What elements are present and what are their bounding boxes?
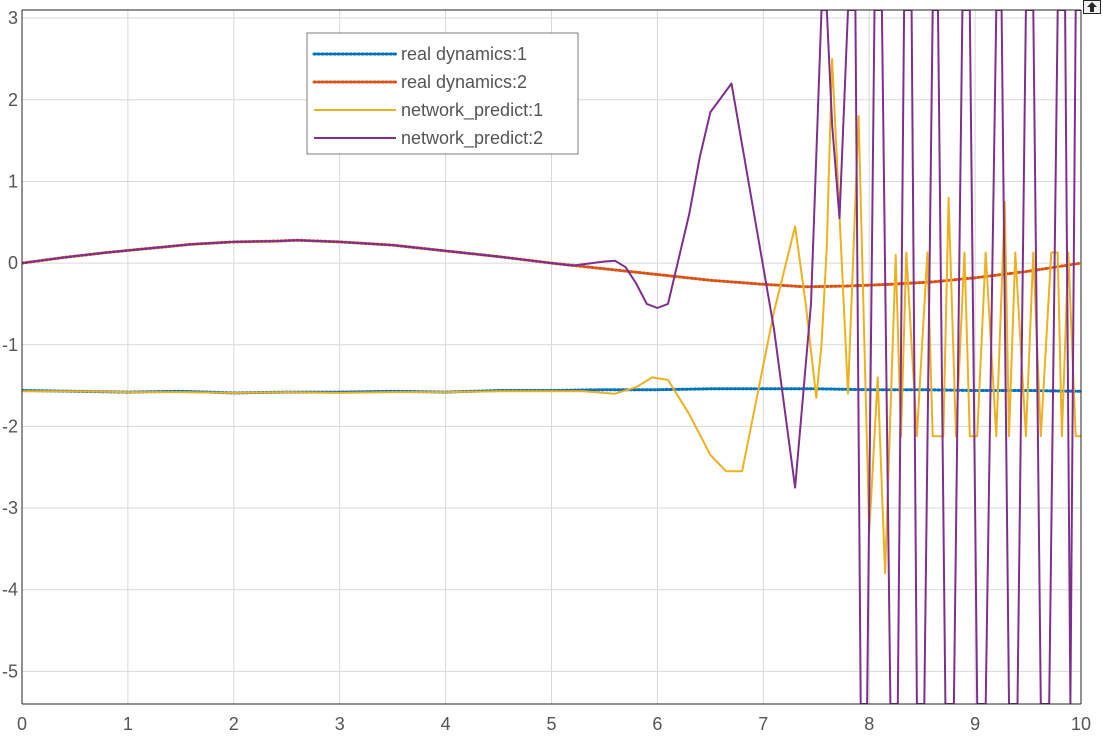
restore-view-icon [1083, 0, 1101, 14]
x-tick-label: 5 [546, 714, 556, 734]
x-tick-label: 8 [864, 714, 874, 734]
legend-label-pred-1: network_predict:1 [401, 100, 543, 121]
legend[interactable]: real dynamics:1 real dynamics:2 network_… [306, 32, 579, 155]
axes [21, 9, 1082, 705]
x-tick-label: 0 [17, 714, 27, 734]
y-tick-label: -1 [2, 335, 18, 355]
x-tick-label: 10 [1071, 714, 1091, 734]
legend-label-real-2: real dynamics:2 [401, 72, 527, 92]
x-tick-label: 6 [652, 714, 662, 734]
y-tick-label: -3 [2, 498, 18, 518]
y-tick-label: 0 [8, 253, 18, 273]
y-tick-label: -4 [2, 580, 18, 600]
x-tick-label: 3 [335, 714, 345, 734]
x-tick-label: 9 [970, 714, 980, 734]
y-tick-label: -5 [2, 661, 18, 681]
tick-labels: 0 1 2 3 4 5 6 7 8 9 10 -5 -4 -3 -2 -1 0 1 2 3 [2, 8, 1091, 734]
legend-entry-real-1[interactable]: real dynamics:1 [312, 44, 527, 64]
y-tick-label: 3 [8, 8, 18, 28]
x-tick-label: 1 [123, 714, 133, 734]
x-tick-label: 7 [758, 714, 768, 734]
restore-view-button[interactable] [1083, 0, 1101, 14]
legend-entry-real-2[interactable]: real dynamics:2 [312, 72, 527, 92]
y-tick-label: -2 [2, 416, 18, 436]
legend-label-pred-2: network_predict:2 [401, 128, 543, 149]
legend-entry-pred-1[interactable]: network_predict:1 [314, 100, 543, 121]
legend-entry-pred-2[interactable]: network_predict:2 [314, 128, 543, 149]
x-tick-label: 4 [441, 714, 451, 734]
y-tick-label: 2 [8, 90, 18, 110]
x-tick-label: 2 [229, 714, 239, 734]
series-network-predict-2 [22, 10, 1081, 704]
legend-label-real-1: real dynamics:1 [401, 44, 527, 64]
y-tick-label: 1 [8, 171, 18, 191]
series-group [22, 10, 1081, 704]
